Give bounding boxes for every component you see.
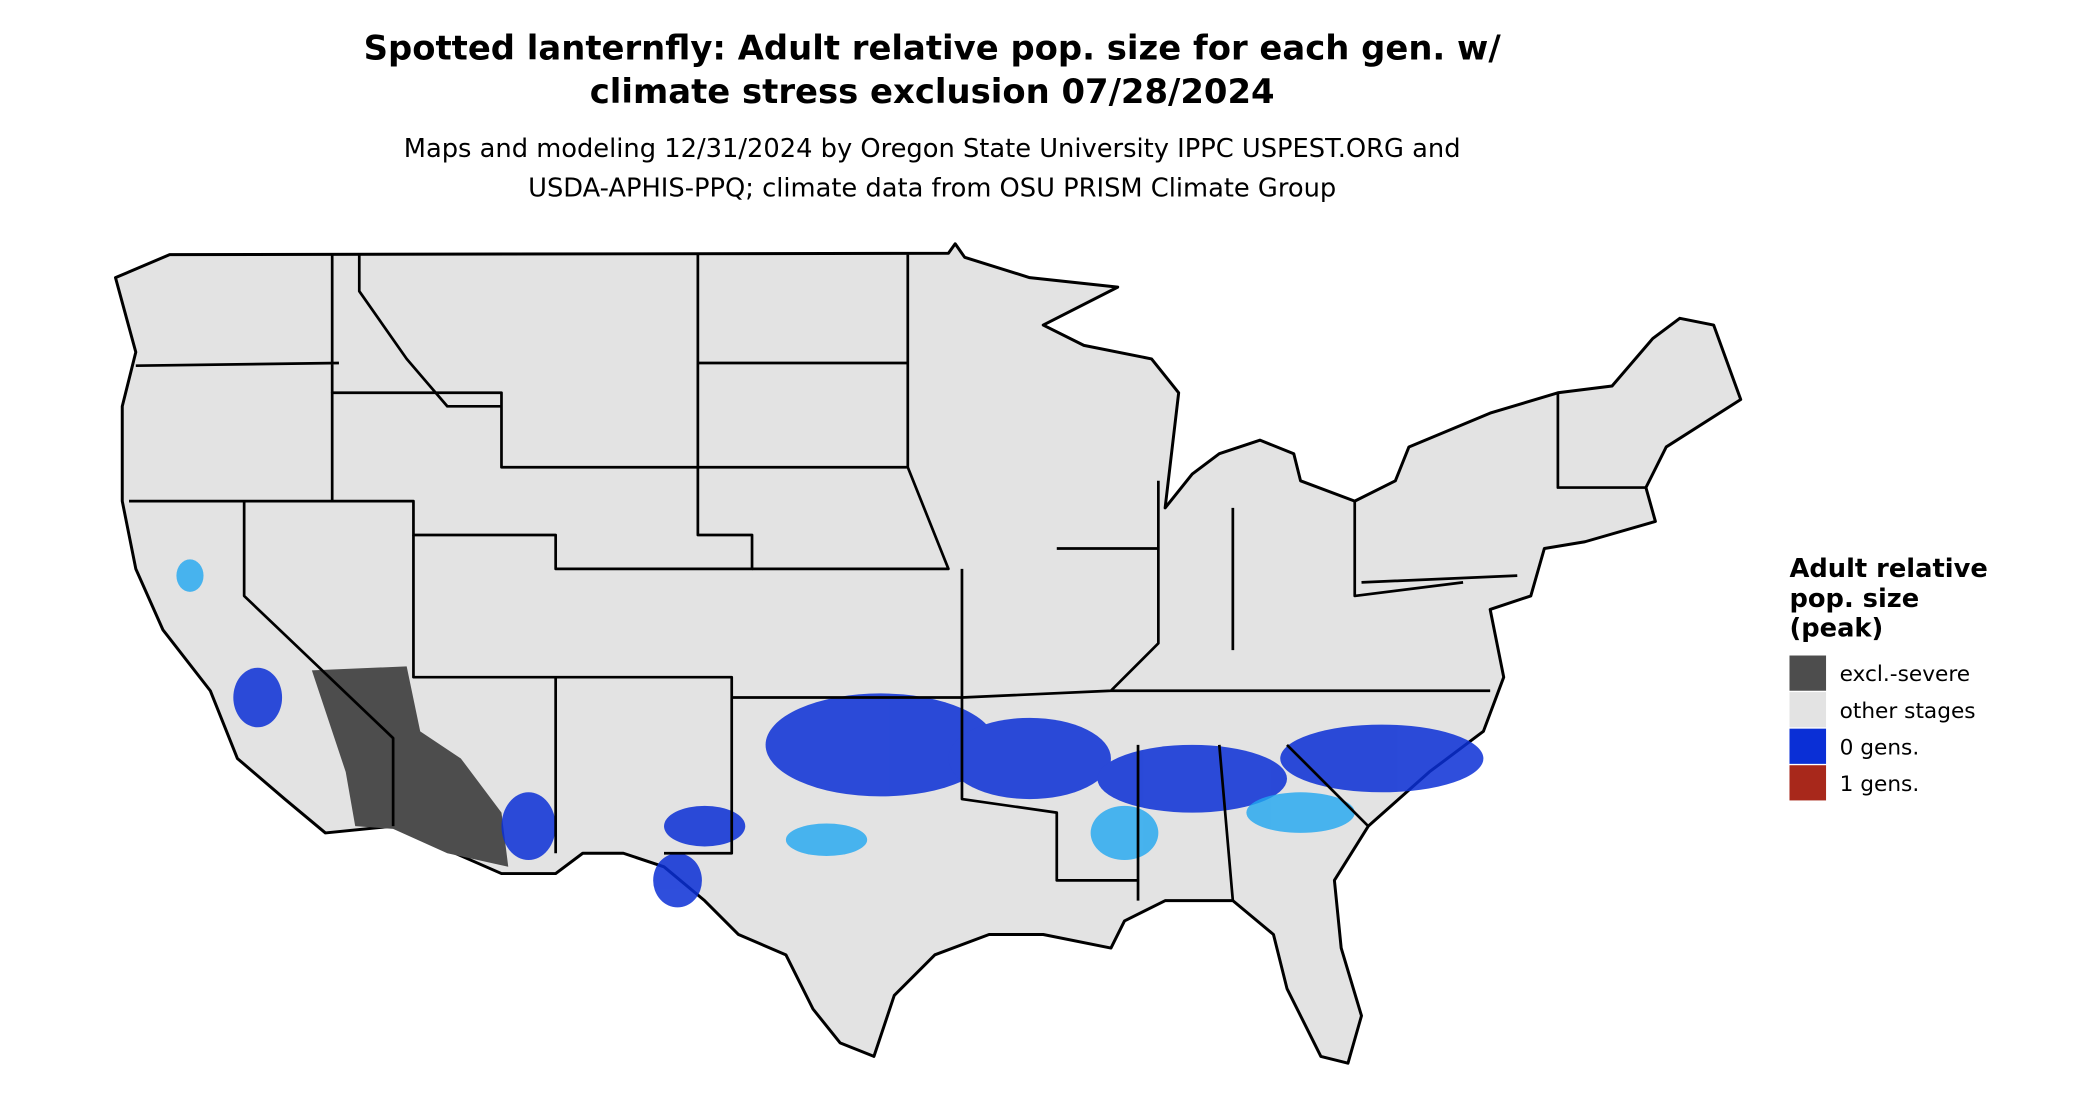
blob [1097, 744, 1288, 813]
legend-label: excl.-severe [1840, 662, 1971, 687]
blob [765, 693, 996, 797]
subtitle: USDA-APHIS-PPQ; climate data from OSU PR… [528, 173, 1336, 203]
title: Spotted lanternfly: Adult relative pop. … [364, 29, 1502, 68]
blob [664, 805, 746, 847]
legend-swatch [1789, 655, 1827, 691]
state-line [135, 254, 950, 571]
blob [1246, 792, 1355, 833]
legend-title: (peak) [1789, 614, 1883, 644]
legend-label: other stages [1840, 699, 1976, 724]
blob [948, 717, 1111, 800]
legend-title: pop. size [1789, 584, 1919, 614]
blob [233, 667, 283, 728]
exclusion-area [311, 666, 509, 867]
us-outline [113, 242, 1743, 1065]
blob [785, 823, 868, 856]
blob [501, 792, 556, 861]
state-line [961, 392, 1646, 901]
state-lines [129, 254, 1646, 901]
excl-region [311, 666, 509, 867]
gen-areas-light [176, 559, 1355, 861]
blob [1280, 724, 1484, 793]
map [113, 242, 1743, 1065]
subtitle: Maps and modeling 12/31/2024 by Oregon S… [404, 134, 1461, 164]
blob [1090, 805, 1159, 861]
legend-swatch [1789, 765, 1827, 801]
legend-swatch [1789, 692, 1827, 728]
legend-label: 1 gens. [1840, 772, 1920, 797]
blob [176, 559, 204, 592]
titles: Spotted lanternfly: Adult relative pop. … [364, 29, 1502, 204]
legend-swatch [1789, 728, 1827, 764]
blob [653, 853, 702, 908]
state-line [242, 501, 1139, 882]
gen-areas [233, 667, 1484, 908]
legend-title: Adult relative [1789, 554, 1987, 584]
legend-label: 0 gens. [1840, 735, 1920, 760]
title: climate stress exclusion 07/28/2024 [590, 72, 1275, 111]
